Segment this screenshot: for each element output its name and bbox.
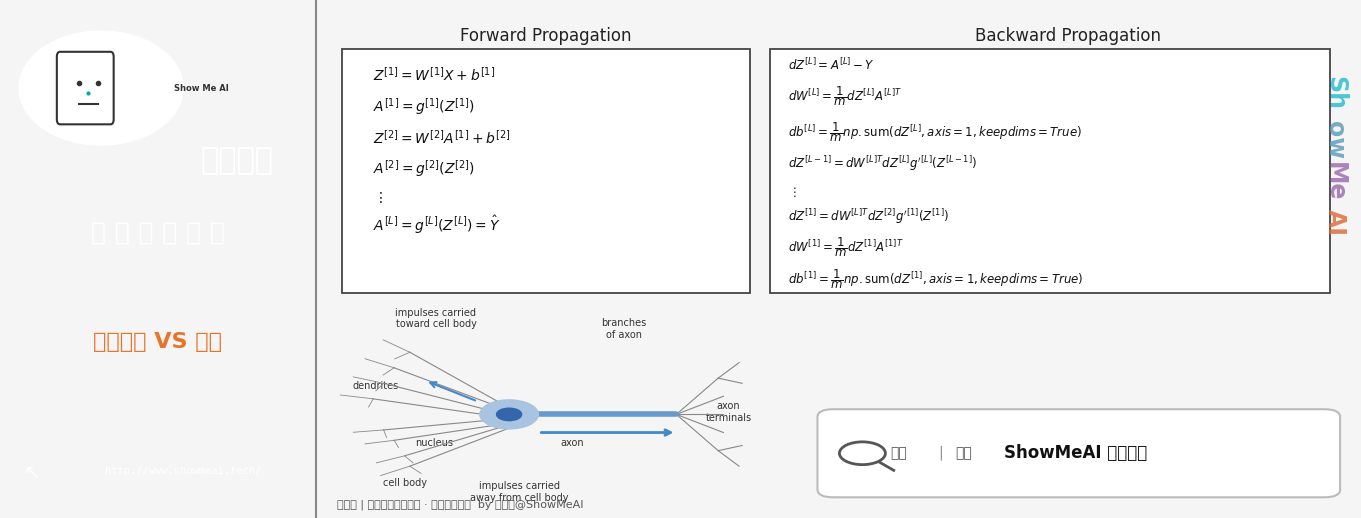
Text: $\vdots$: $\vdots$ <box>373 191 382 205</box>
Text: dendrites: dendrites <box>352 381 399 391</box>
Text: $A^{[L]} = g^{[L]}(Z^{[L]}) = \hat{Y}$: $A^{[L]} = g^{[L]}(Z^{[L]}) = \hat{Y}$ <box>373 214 501 236</box>
Text: Backward Propagation: Backward Propagation <box>976 27 1161 45</box>
Text: Sh: Sh <box>1323 76 1347 110</box>
Ellipse shape <box>19 31 184 145</box>
Text: 深度网络 VS 大脑: 深度网络 VS 大脑 <box>94 332 222 352</box>
Text: |: | <box>939 446 943 461</box>
FancyBboxPatch shape <box>342 49 750 293</box>
Text: $A^{[1]} = g^{[1]}(Z^{[1]})$: $A^{[1]} = g^{[1]}(Z^{[1]})$ <box>373 96 475 117</box>
Text: $db^{[1]} = \dfrac{1}{m}np.\mathrm{sum}(dZ^{[1]}, axis=1, keepdims=True)$: $db^{[1]} = \dfrac{1}{m}np.\mathrm{sum}(… <box>788 267 1083 291</box>
FancyBboxPatch shape <box>57 52 114 124</box>
Text: ↖: ↖ <box>23 462 39 481</box>
FancyBboxPatch shape <box>770 49 1330 293</box>
Text: ShowMeAI 研究中心: ShowMeAI 研究中心 <box>1003 444 1147 462</box>
Text: $dW^{[L]} = \dfrac{1}{m}dZ^{[L]}A^{[L]T}$: $dW^{[L]} = \dfrac{1}{m}dZ^{[L]}A^{[L]T}… <box>788 84 902 108</box>
Text: $Z^{[1]} = W^{[1]}X + b^{[1]}$: $Z^{[1]} = W^{[1]}X + b^{[1]}$ <box>373 66 495 84</box>
Text: $dZ^{[L]} = A^{[L]} - Y$: $dZ^{[L]} = A^{[L]} - Y$ <box>788 57 875 73</box>
Text: $dZ^{[L-1]} = dW^{[L]T}dZ^{[L]}g'^{[L]}(Z^{[L-1]})$: $dZ^{[L-1]} = dW^{[L]T}dZ^{[L]}g'^{[L]}(… <box>788 154 977 172</box>
Text: nucleus: nucleus <box>415 438 453 448</box>
Text: $\vdots$: $\vdots$ <box>788 186 796 199</box>
Text: 吴恩达 | 深度学习专项课程 · 全套笔记解读  by 韩信子@ShowMeAI: 吴恩达 | 深度学习专项课程 · 全套笔记解读 by 韩信子@ShowMeAI <box>336 500 583 510</box>
Text: Me: Me <box>1323 162 1347 201</box>
Text: AI: AI <box>1323 209 1347 236</box>
Text: $dW^{[1]} = \dfrac{1}{m}dZ^{[1]}A^{[1]T}$: $dW^{[1]} = \dfrac{1}{m}dZ^{[1]}A^{[1]T}… <box>788 236 904 260</box>
Text: Show Me AI: Show Me AI <box>174 83 229 93</box>
Text: axon
terminals: axon terminals <box>705 401 751 423</box>
FancyBboxPatch shape <box>818 409 1341 497</box>
Text: $db^{[L]} = \dfrac{1}{m}np.\mathrm{sum}(dZ^{[L]}, axis=1, keepdims=True)$: $db^{[L]} = \dfrac{1}{m}np.\mathrm{sum}(… <box>788 120 1082 144</box>
Text: impulses carried
toward cell body: impulses carried toward cell body <box>396 308 476 329</box>
Circle shape <box>497 408 521 421</box>
Text: 微信: 微信 <box>955 446 972 461</box>
Circle shape <box>480 400 539 429</box>
Text: branches
of axon: branches of axon <box>602 318 646 340</box>
Text: cell body: cell body <box>382 478 426 488</box>
Text: $dZ^{[1]} = dW^{[L]T}dZ^{[2]}g'^{[1]}(Z^{[1]})$: $dZ^{[1]} = dW^{[L]T}dZ^{[2]}g'^{[1]}(Z^… <box>788 208 950 226</box>
Text: 深 层 神 经 网 络: 深 层 神 经 网 络 <box>91 221 225 245</box>
Text: Forward Propagation: Forward Propagation <box>460 27 632 45</box>
Text: ow: ow <box>1323 121 1347 159</box>
Text: $A^{[2]} = g^{[2]}(Z^{[2]})$: $A^{[2]} = g^{[2]}(Z^{[2]})$ <box>373 159 475 179</box>
Text: axon: axon <box>559 438 584 448</box>
Text: impulses carried
away from cell body: impulses carried away from cell body <box>471 481 569 503</box>
Text: 深度学习: 深度学习 <box>200 146 274 175</box>
Text: http://www.showmeai.tech/: http://www.showmeai.tech/ <box>105 466 261 477</box>
Text: $Z^{[2]} = W^{[2]}A^{[1]} + b^{[2]}$: $Z^{[2]} = W^{[2]}A^{[1]} + b^{[2]}$ <box>373 128 510 146</box>
Text: 搜索: 搜索 <box>890 446 908 461</box>
